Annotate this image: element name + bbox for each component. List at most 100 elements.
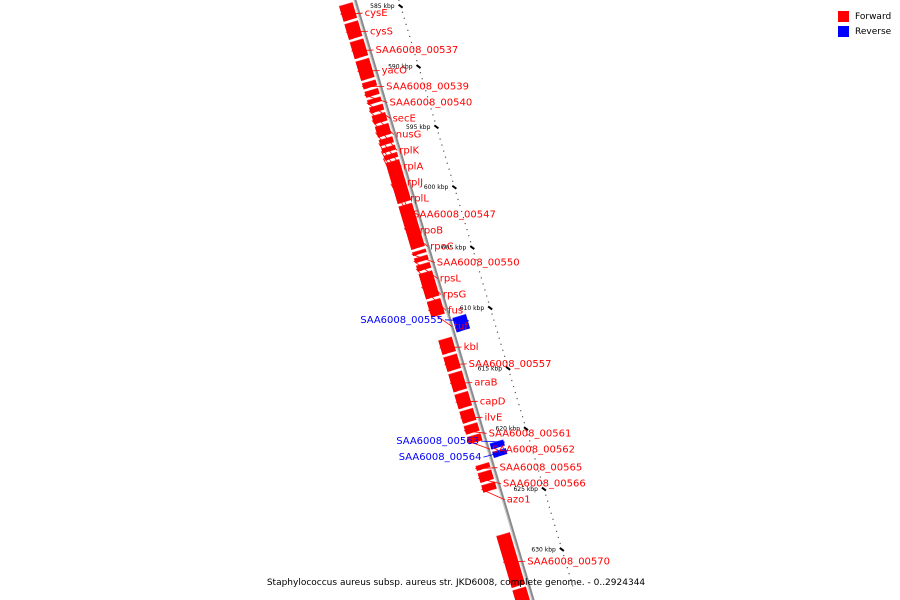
gene-highlight (512, 585, 526, 591)
gene-leader-line (390, 183, 419, 231)
scale-tick-label: 585 kbp (370, 3, 395, 10)
gene-body (459, 407, 477, 424)
scale-minor-tick (527, 434, 529, 436)
scale-minor-tick (547, 500, 549, 502)
gene-leader-line (378, 143, 406, 183)
scale-minor-tick (434, 120, 436, 122)
scale-minor-tick (461, 210, 463, 213)
scale-minor-tick (548, 506, 550, 508)
scale-minor-tick (532, 452, 534, 454)
gene-body (371, 111, 388, 125)
backbone-line (353, 0, 535, 600)
scale-tick-label: 595 kbp (406, 124, 431, 131)
scale-major-tick (523, 426, 529, 431)
gene-body (369, 103, 385, 114)
gene-leader-line (366, 102, 391, 119)
scale-minor-tick (412, 47, 414, 50)
gene-block (361, 78, 378, 90)
gene-body (481, 481, 497, 493)
gene-block (366, 95, 382, 106)
gene-body (383, 151, 399, 161)
gene-highlight (459, 407, 473, 413)
gene-leader-line (351, 49, 374, 52)
gene-block (512, 585, 530, 600)
gene-highlight (448, 369, 462, 375)
gene-leader-line (439, 346, 462, 349)
scale-minor-tick (466, 228, 468, 231)
gene-label: nusG (396, 130, 422, 141)
gene-body (496, 532, 526, 588)
scale-minor-tick (572, 585, 574, 587)
scale-minor-tick (401, 11, 404, 13)
gene-labels: cysE cysS SAA6008_00537 yacO SAA6008_00539 SA… (340, 8, 610, 567)
gene-label: SAA6008_00561 (489, 428, 572, 439)
gene-label: rpoB (420, 226, 444, 237)
gene-label: rpsG (443, 290, 466, 301)
backbone-highlight (353, 0, 533, 600)
gene-label: SAA6008_00562 (492, 444, 575, 455)
gene-leader-line (481, 488, 505, 501)
scale-minor-tick (457, 198, 459, 201)
scale-minor-tick (563, 554, 565, 557)
gene-label: SAA6008_00550 (437, 258, 520, 269)
genome-caption: Staphylococcus aureus subsp. aureus str.… (266, 578, 646, 588)
scale-minor-tick (504, 355, 506, 357)
scale-minor-tick (448, 168, 450, 170)
scale-minor-tick (444, 156, 447, 158)
gene-body (512, 586, 530, 600)
scale-minor-tick (486, 295, 488, 297)
gene-highlight (349, 37, 364, 43)
scale-minor-tick (536, 464, 538, 466)
gene-leader-line (460, 416, 483, 419)
gene-leader-line (444, 363, 467, 366)
gene-body (381, 144, 397, 154)
gene-highlight (368, 102, 383, 108)
gene-body (413, 254, 429, 264)
gene-body (452, 313, 471, 333)
scale-minor-tick (509, 373, 511, 376)
scale-minor-tick (473, 253, 475, 255)
gene-block (452, 313, 471, 333)
gene-leader-line (345, 30, 368, 33)
gene-body (438, 336, 456, 355)
gene-block (381, 144, 397, 154)
scale-major-tick (541, 486, 547, 492)
gene-highlight (415, 261, 430, 267)
gene-highlight (411, 247, 426, 253)
gene-block (344, 19, 363, 40)
gene-block (415, 261, 432, 272)
gene-leader-line (503, 560, 526, 563)
gene-leader-line (364, 94, 388, 103)
gene-highlight (443, 352, 457, 358)
gene-block (364, 87, 380, 98)
gene-label: capD (480, 396, 506, 407)
gene-label: rpsL (440, 274, 462, 285)
scale-tick-label: 590 kbp (388, 64, 413, 71)
scale-minor-tick (423, 84, 425, 86)
gene-label: tuf (454, 322, 468, 333)
scale-tick-label: 600 kbp (424, 184, 449, 191)
scale-minor-tick (534, 458, 536, 460)
scale-track: 585 kbp 590 kbp 595 kbp 600 kbp 605 kbp 610 k… (370, 0, 574, 587)
gene-leader-line (483, 450, 508, 458)
gene-label: kbl (464, 342, 479, 353)
scale-minor-tick (468, 235, 470, 237)
scale-minor-tick (523, 422, 525, 424)
scale-major-tick (487, 305, 493, 311)
scale-minor-tick (555, 530, 558, 533)
scale-minor-tick (452, 180, 454, 182)
scale-tick-label: 625 kbp (513, 486, 538, 493)
gene-highlight (463, 421, 478, 427)
gene-leader-line (375, 132, 402, 167)
genome-backbone (353, 0, 535, 600)
scale-major-tick (451, 184, 457, 190)
gene-leader-line (340, 12, 363, 15)
scale-minor-tick (425, 90, 427, 92)
scale-minor-tick (564, 560, 567, 563)
gene-block (368, 102, 385, 114)
scale-minor-tick (464, 222, 466, 225)
scale-major-tick (505, 366, 511, 371)
gene-leader-line (382, 158, 412, 215)
gene-body (349, 38, 369, 60)
scale-minor-tick (414, 53, 416, 56)
